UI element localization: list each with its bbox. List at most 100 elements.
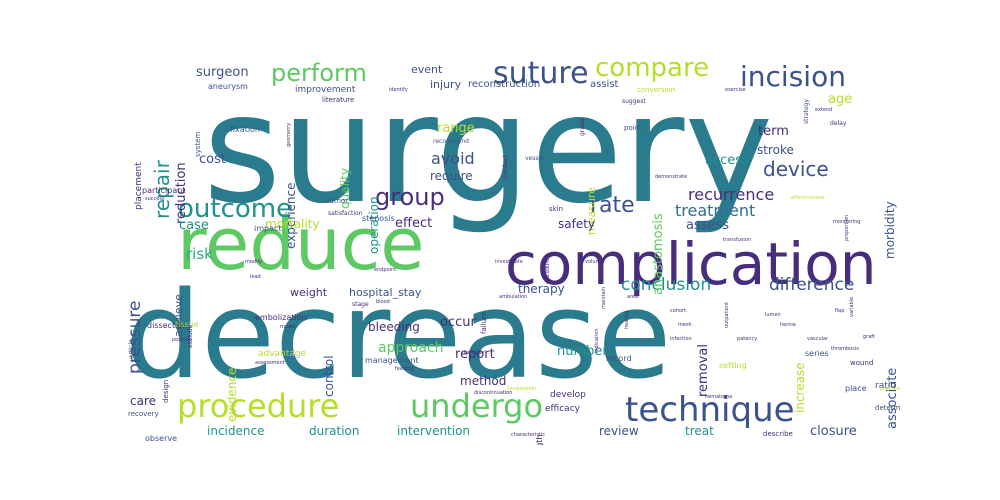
word-patency: patency <box>737 336 758 342</box>
word-modify: modify <box>245 259 263 265</box>
word-lumen: lumen <box>765 312 781 318</box>
word-conduct: conduct <box>502 155 509 180</box>
word-delay: delay <box>830 120 847 127</box>
word-practice: practice <box>880 386 900 392</box>
word-impact: impact <box>254 224 282 233</box>
word-hospital-stay: hospital_stay <box>349 286 422 299</box>
word-rate: rate <box>590 193 635 218</box>
word-bleeding: bleeding <box>368 320 420 334</box>
word-intervention: intervention <box>397 424 471 438</box>
word-investigate: investigate <box>495 259 523 265</box>
word-discontinuation: discontinuation <box>474 390 513 396</box>
word-technique: technique <box>625 390 795 430</box>
word-monitoring: monitoring <box>833 219 861 225</box>
word-variable: variable <box>849 296 855 317</box>
word-management: management <box>365 356 419 365</box>
word-dissection: dissection <box>147 321 188 330</box>
word-describe: describe <box>763 430 793 438</box>
word-number: number <box>557 344 608 359</box>
word-author: author <box>325 197 349 205</box>
word-series: series <box>805 349 829 358</box>
word-success: success <box>145 196 165 202</box>
word-therapy: therapy <box>518 282 565 296</box>
word-characteristic: characteristic <box>511 432 546 438</box>
word-associate: associate <box>885 368 900 430</box>
word-wound: wound <box>850 359 874 367</box>
word-recommend: recommend <box>433 138 469 145</box>
word-satisfaction: satisfaction <box>328 210 363 217</box>
word-effect: effect <box>395 216 433 231</box>
word-volume: volume <box>585 259 604 265</box>
word-strategy: strategy <box>803 99 810 125</box>
word-control: control <box>322 355 336 398</box>
word-literature: literature <box>322 96 355 104</box>
word-morbidity: morbidity <box>883 201 897 260</box>
word-graft: graft <box>863 334 875 340</box>
word-compare: compare <box>595 55 710 83</box>
word-endpoint: endpoint <box>374 267 397 273</box>
word-ratio: ratio <box>875 381 896 391</box>
word-system: system <box>194 131 202 158</box>
word-difference: difference <box>769 275 855 295</box>
word-improvement: improvement <box>295 85 356 95</box>
word-undergo: undergo <box>410 387 544 425</box>
word-outpatient: outpatient <box>724 301 730 328</box>
word-vessel: vessel <box>525 155 544 162</box>
word-skin: skin <box>549 205 564 213</box>
word-pressure: pressure <box>125 300 145 374</box>
word-place: place <box>845 384 867 393</box>
word-review: review <box>599 424 639 438</box>
word-identify: identify <box>389 87 408 93</box>
word-cost: cost <box>199 152 226 167</box>
word-diameter: diameter <box>462 350 485 356</box>
word-incidence: incidence <box>207 424 265 438</box>
word-term: term <box>758 124 789 139</box>
word-recurrence: recurrence <box>688 185 775 204</box>
word-device: device <box>763 157 829 181</box>
word-advantage: advantage <box>258 349 307 359</box>
word-develop: develop <box>550 390 586 400</box>
word-treat: treat <box>685 424 714 438</box>
word-position: position <box>172 337 192 343</box>
word-model: model <box>280 324 296 330</box>
word-maintain: maintain <box>601 286 607 309</box>
word-method: method <box>460 374 507 388</box>
word-conversion: conversion <box>637 86 676 94</box>
word-blood: blood <box>376 299 390 305</box>
word-efficacy: efficacy <box>545 404 580 414</box>
word-recovery: recovery <box>128 410 159 418</box>
word-assess: assess <box>686 218 730 233</box>
word-stroke: stroke <box>757 143 794 157</box>
word-care: care <box>130 394 157 408</box>
word-surgeon: surgeon <box>196 65 249 80</box>
word-demonstrate: demonstrate <box>655 174 688 180</box>
word-avoid: avoid <box>431 149 475 168</box>
word-access: access <box>705 153 749 168</box>
word-mesh: mesh <box>678 322 692 328</box>
word-reduce: reduce <box>177 202 425 286</box>
word-age: age <box>828 92 853 107</box>
word-effectiveness: effectiveness <box>791 195 825 201</box>
word-tissue: tissue <box>175 320 199 329</box>
word-hernia: hernia <box>780 322 796 328</box>
word-report: report <box>455 347 495 362</box>
word-approach: approach <box>378 340 444 356</box>
word-weight: weight <box>290 286 328 299</box>
word-mortality: mortality <box>265 217 320 231</box>
word-area: area <box>627 294 639 300</box>
word-exercise: exercise <box>725 87 746 93</box>
word-require: require <box>430 169 473 183</box>
word-record: record <box>606 354 632 363</box>
word-stage: stage <box>352 301 369 308</box>
word-group: group <box>375 183 445 211</box>
word-thrombosis: thrombosis <box>831 346 859 352</box>
word-participant: participant <box>142 186 186 195</box>
word-achieve: achieve <box>172 294 185 338</box>
word-cohort: cohort <box>670 308 687 314</box>
word-stenosis: stenosis <box>362 214 395 223</box>
word-anastomosis: anastomosis <box>651 212 666 295</box>
word-conclusion: conclusion <box>621 275 712 295</box>
word-feeding: feeding <box>395 366 414 372</box>
word-procedure: procedure <box>177 387 340 425</box>
word-evidence: evidence <box>225 367 239 422</box>
